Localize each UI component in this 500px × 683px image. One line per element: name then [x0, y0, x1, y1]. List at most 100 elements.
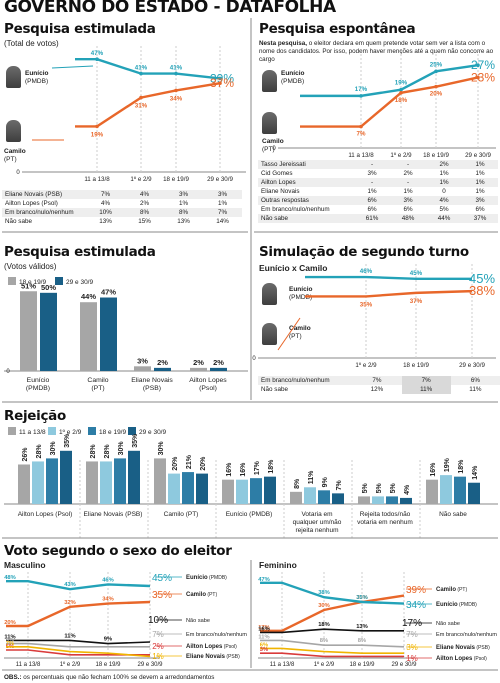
- segundo_turno-label-1-2: 38%: [469, 283, 495, 298]
- section-title-espontanea: Pesquisa espontânea: [259, 21, 416, 37]
- bar-label-0-0: 51%: [21, 281, 36, 290]
- sexo_feminino-series-1: [260, 581, 405, 605]
- estimulada_total-xtick-0: 11 a 13/8: [84, 176, 110, 183]
- rej-category-2: Camilo (PT): [164, 511, 199, 518]
- rej-category-3: Eunício (PMDB): [226, 511, 273, 518]
- table-cell: 7%: [401, 376, 451, 385]
- camilo-photo: [6, 120, 21, 142]
- rej-bar-label-5-3: 4%: [404, 484, 411, 495]
- table-cell: 2%: [403, 170, 413, 177]
- sexo_feminino-legend-2: Não sabe: [436, 621, 460, 627]
- sexo_feminino-label-2-1: 18%: [318, 622, 330, 628]
- table-cell: 13%: [177, 218, 190, 225]
- category-party-0: (PMDB): [26, 385, 50, 392]
- sexo_masculino-legend-5: Eliane Novais (PSB): [186, 654, 240, 660]
- sexo_masculino-label-2-1: 11%: [64, 633, 75, 639]
- sexo_feminino-label-0-1: 30%: [318, 603, 330, 609]
- footer-note: OBS.: os percentuais que não fecham 100%…: [4, 674, 215, 681]
- rej-bar-2-2: [182, 472, 194, 504]
- sexo_feminino-legend-3: Em branco/nulo/nenhum: [436, 632, 497, 638]
- table-cell: -: [354, 178, 390, 187]
- row-label: Tasso Jereissati: [258, 160, 354, 169]
- rej-bar-label-3-3: 18%: [268, 459, 275, 474]
- sexo_masculino-legend-2: Não sabe: [186, 618, 210, 624]
- category-party-1: (PT): [91, 385, 104, 392]
- sexo_masculino-series-0: [6, 580, 151, 591]
- bar-label-2-1: 2%: [157, 358, 168, 367]
- table-cell: 6%: [475, 206, 485, 213]
- rej-bar-2-1: [168, 473, 180, 504]
- espontanea-table: Tasso Jereissati - -2% 1% Cid Gomes 3% 2% 1% 1% A…: [258, 160, 498, 223]
- sexo_feminino-series-2: [260, 628, 404, 634]
- estimulada_total-label-1-0: 19%: [91, 131, 104, 138]
- espontanea-point-1-1: [399, 91, 403, 95]
- section-title-estimulada-validos: Pesquisa estimulada: [4, 244, 156, 260]
- sexo_feminino-label-3-1: 8%: [320, 638, 328, 644]
- rej-bar-label-0-3: 35%: [64, 433, 71, 448]
- table-cell: 12%: [370, 386, 384, 393]
- sexo_feminino-label-5-3: 1%: [406, 654, 418, 663]
- espontanea-point-1-3: [476, 75, 480, 80]
- rej-bar-label-6-2: 18%: [458, 459, 465, 474]
- bar-label-1-0: 44%: [81, 292, 96, 301]
- table-cell: 1%: [439, 170, 449, 177]
- bar-0-1: [40, 292, 57, 371]
- rej-bar-label-2-3: 20%: [200, 456, 207, 471]
- segundo_turno-label-1-0: 35%: [360, 301, 373, 308]
- segundo_turno-xtick-1: 18 e 19/9: [403, 362, 429, 369]
- espontanea-label-1-1: 18%: [395, 97, 408, 104]
- table-cell: 11%: [401, 385, 451, 394]
- section-subtitle-segundo: Eunício x Camilo: [259, 263, 328, 273]
- eunicio-label: Eunício (PMDB): [25, 70, 49, 85]
- subtitle-masculino: Masculino: [4, 560, 46, 570]
- sexo_masculino-label-1-2: 34%: [102, 597, 114, 603]
- espontanea-label-0-0: 17%: [355, 86, 368, 93]
- sexo_masculino-xtick-1: 1º e 2/9: [60, 661, 81, 668]
- sexo_masculino-series-5: [6, 646, 151, 658]
- bar-3-0: [190, 367, 207, 371]
- sexo_masculino-label-3-3: 7%: [152, 630, 164, 639]
- table-cell: 1%: [178, 200, 189, 207]
- category-label-2: Eliane Novais: [131, 377, 173, 384]
- rej-bar-label-5-2: 5%: [390, 483, 397, 494]
- table-cell: 3%: [164, 190, 203, 199]
- table-cell: 4%: [426, 196, 462, 205]
- bar-3-1: [210, 367, 227, 371]
- sexo_feminino-xtick-2: 18 e 19/9: [349, 662, 375, 668]
- table-cell: 6%: [367, 206, 377, 213]
- table-cell: 7%: [203, 208, 242, 217]
- sexo_feminino-label-0-2: 35%: [356, 595, 368, 601]
- table-cell: 3%: [367, 170, 377, 177]
- sexo_masculino-xtick-0: 11 a 13/8: [16, 662, 41, 668]
- table-row: Cid Gomes 3% 2% 1% 1%: [258, 169, 498, 178]
- espontanea-label-1-0: 7%: [357, 131, 366, 138]
- sexo_feminino-legend-4: Eliane Novais (PSB): [436, 645, 490, 651]
- sexo_feminino-xtick-0: 11 a 13/8: [270, 662, 295, 668]
- rej-bar-label-1-0: 28%: [90, 444, 97, 459]
- espontanea-xtick-2: 18 e 19/9: [423, 152, 449, 159]
- rej-legend-label-3: 29 e 30/9: [139, 429, 166, 436]
- sexo_masculino-legend-1: Camilo (PT): [186, 592, 217, 598]
- table-cell: 3%: [390, 196, 426, 205]
- table-cell: 1%: [475, 188, 485, 195]
- legend-swatch-0: [8, 277, 16, 285]
- rej-bar-label-4-3: 7%: [336, 479, 343, 490]
- table-cell: 8%: [125, 208, 164, 217]
- camilo-photo-3: [262, 323, 277, 345]
- estimulada_total-point-0-3: [218, 76, 222, 81]
- table-cell: 1%: [426, 178, 462, 187]
- table-row: Outras respostas 6% 3% 4% 3%: [258, 196, 498, 205]
- sexo_feminino-label-1-0: 47%: [258, 577, 270, 583]
- espontanea-label-0-3: 27%: [471, 58, 495, 72]
- estimulada_total-point-0-1: [139, 71, 143, 76]
- estimulada_total-zero: 0: [16, 170, 20, 176]
- segundo_turno-label-0-1: 45%: [410, 270, 423, 277]
- table-cell: 2%: [426, 160, 462, 169]
- espontanea-series-1: [300, 76, 479, 128]
- rej-category-1: Eliane Novais (PSB): [84, 511, 143, 518]
- category-party-2: (PSB): [143, 385, 161, 392]
- sexo_masculino-label-2-2: 9%: [104, 637, 112, 643]
- table-cell: 3%: [462, 196, 498, 205]
